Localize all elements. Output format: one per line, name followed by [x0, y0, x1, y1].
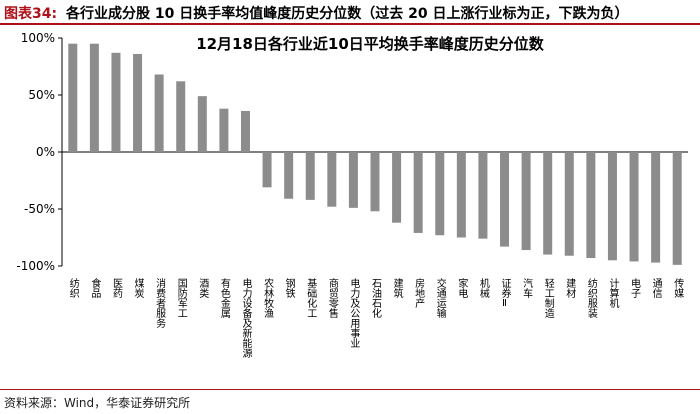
bar-chart: 12月18日各行业近10日平均换手率峰度历史分位数 100% 50% 0% -50% -…	[16, 31, 688, 359]
x-tick-label: 医药	[110, 278, 122, 299]
bar	[413, 152, 423, 233]
bar	[305, 152, 315, 200]
bar	[629, 152, 639, 262]
x-tick-label: 电力及公用事业	[348, 277, 360, 348]
x-tick-label: 石油石化	[370, 278, 382, 318]
x-tick-label: 煤炭	[132, 277, 144, 299]
x-tick-label: 建筑	[391, 277, 403, 298]
bar	[327, 152, 337, 207]
bar	[456, 152, 466, 238]
bar	[435, 152, 445, 236]
bar	[478, 152, 488, 239]
bar	[543, 152, 553, 255]
x-tick-label: 农林牧渔	[262, 277, 274, 319]
bar	[284, 152, 294, 199]
x-tick-label: 国防军工	[175, 278, 187, 318]
x-tick-label: 酒类	[197, 278, 209, 299]
x-tick-label: 纺织服装	[585, 277, 597, 319]
header-divider	[0, 23, 700, 25]
x-tick-label: 建材	[564, 277, 576, 298]
bar	[392, 152, 402, 223]
chart-area: 12月18日各行业近10日平均换手率峰度历史分位数 100% 50% 0% -50% -…	[0, 26, 700, 388]
figure-title: 各行业成分股 10 日换手率均值峰度历史分位数（过去 20 日上涨行业标为正，下…	[66, 6, 629, 22]
y-tick-label: -50%	[24, 202, 55, 216]
x-tick-label: 消费者服务	[154, 277, 166, 329]
bar	[586, 152, 596, 259]
y-tick-label: -100%	[16, 259, 55, 273]
x-tick-label: 纺织	[67, 277, 79, 299]
x-tick-label: 计算机	[607, 277, 619, 309]
x-tick-label: 食品	[89, 277, 101, 299]
bar	[89, 43, 99, 153]
bars	[68, 43, 682, 265]
bar	[154, 74, 164, 152]
x-tick-label: 电力设备及新能源	[240, 277, 252, 359]
x-tick-label: 家电	[456, 277, 468, 298]
x-tick-label: 基础化工	[305, 277, 317, 318]
bar	[521, 152, 531, 251]
chart-title: 12月18日各行业近10日平均换手率峰度历史分位数	[196, 35, 545, 53]
x-tick-label: 轻工制造	[542, 277, 554, 318]
x-tick-label: 汽车	[521, 277, 533, 299]
footer-divider	[0, 389, 700, 390]
figure-header: 图表34: 各行业成分股 10 日换手率均值峰度历史分位数（过去 20 日上涨行…	[0, 0, 700, 25]
bar	[240, 110, 250, 152]
x-tick-label: 机械	[477, 277, 489, 299]
x-tick-label: 电子	[629, 277, 641, 298]
x-tick-label: 传媒	[672, 278, 684, 299]
bar	[672, 152, 682, 265]
bar	[262, 152, 272, 188]
x-tick-label: 通信	[650, 278, 662, 299]
y-tick-label: 0%	[36, 145, 55, 159]
x-axis-labels: 纺织 食品 医药 煤炭 消费者服务 国防军工 酒类 有色金属 电力设备及新能源 农林牧渔 钢铁 基础化…	[67, 277, 683, 359]
bar	[607, 152, 617, 261]
x-tick-label: 商贸零售	[326, 277, 338, 319]
y-tick-label: 100%	[21, 31, 55, 45]
bar	[176, 81, 186, 152]
bar	[348, 152, 358, 208]
y-tick-label: 50%	[28, 88, 55, 102]
x-tick-label: 房地产	[413, 277, 425, 309]
bar	[651, 152, 661, 263]
x-tick-label: 证券Ⅱ	[499, 278, 511, 309]
x-tick-label: 有色金属	[218, 277, 230, 319]
figure-label: 图表34:	[4, 6, 58, 22]
source-note: 资料来源：Wind，华泰证券研究所	[4, 396, 191, 410]
x-tick-label: 交通运输	[434, 277, 446, 319]
bar	[68, 43, 78, 153]
bar	[197, 96, 207, 152]
bar	[500, 152, 510, 247]
x-tick-label: 钢铁	[283, 277, 295, 299]
bar	[219, 108, 229, 152]
bar	[111, 52, 121, 152]
bar	[133, 53, 143, 152]
bar	[370, 152, 380, 212]
bar	[564, 152, 574, 256]
